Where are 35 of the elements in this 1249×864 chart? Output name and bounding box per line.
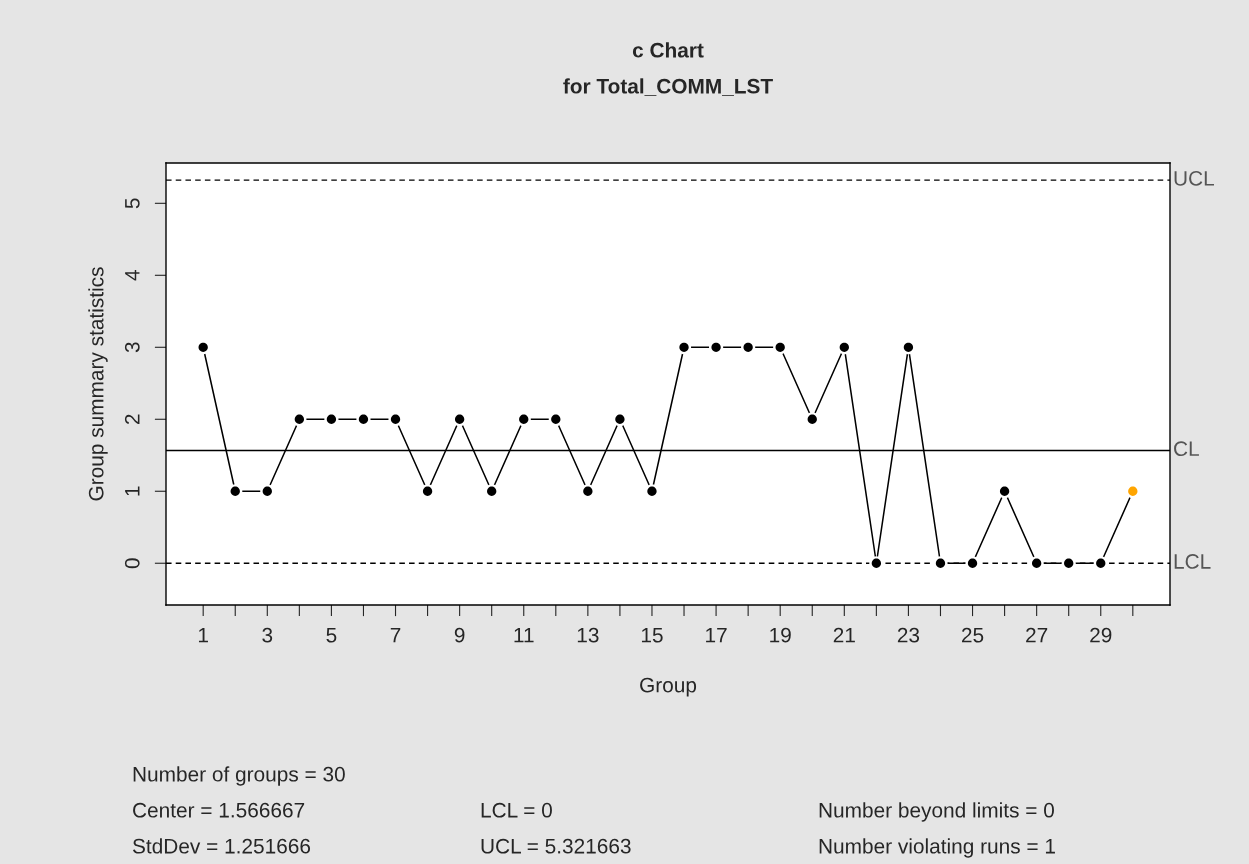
ref-line-label: LCL <box>1174 554 1211 569</box>
x-tick-label: 29 <box>1090 627 1112 643</box>
chart-title: c Chart <box>632 42 704 58</box>
x-tick-label: 25 <box>962 627 984 643</box>
y-tick-label: 2 <box>124 414 140 425</box>
x-tick-label: 27 <box>1026 627 1048 643</box>
text: Number violating runs = 1 <box>819 838 1055 858</box>
ref-line-label: CL <box>1174 441 1199 457</box>
text: Number of groups = 30 <box>133 766 345 786</box>
y-tick-label: 5 <box>125 198 140 209</box>
x-tick-label: 17 <box>706 627 727 643</box>
y-axis-title: Group summary statistics <box>88 267 108 501</box>
text: LCL = 0 <box>481 802 552 818</box>
text: UCL = 5.321663 <box>481 838 631 854</box>
text: Number beyond limits = 0 <box>819 802 1054 822</box>
y-tick-label: 0 <box>124 558 140 569</box>
y-tick-label: 3 <box>124 342 140 353</box>
x-tick-label: 9 <box>454 627 465 643</box>
y-tick-label: 1 <box>125 486 140 496</box>
x-tick-label: 5 <box>326 627 337 643</box>
x-tick-label: 7 <box>390 627 401 643</box>
y-tick-label: 4 <box>125 270 140 281</box>
ref-line-label: UCL <box>1174 171 1214 186</box>
x-tick-label: 11 <box>514 627 534 643</box>
x-tick-label: 19 <box>770 627 791 643</box>
x-tick-label: 1 <box>198 627 208 643</box>
x-tick-label: 21 <box>833 627 855 643</box>
text: Center = 1.566667 <box>133 802 305 818</box>
x-tick-label: 13 <box>577 627 599 643</box>
x-tick-label: 3 <box>262 627 273 643</box>
text: StdDev = 1.251666 <box>132 838 311 854</box>
x-tick-label: 15 <box>641 627 663 643</box>
x-tick-label: 23 <box>897 627 920 643</box>
chart-subtitle: for Total_COMM_LST <box>563 78 773 96</box>
x-axis-title: Group <box>640 677 697 697</box>
